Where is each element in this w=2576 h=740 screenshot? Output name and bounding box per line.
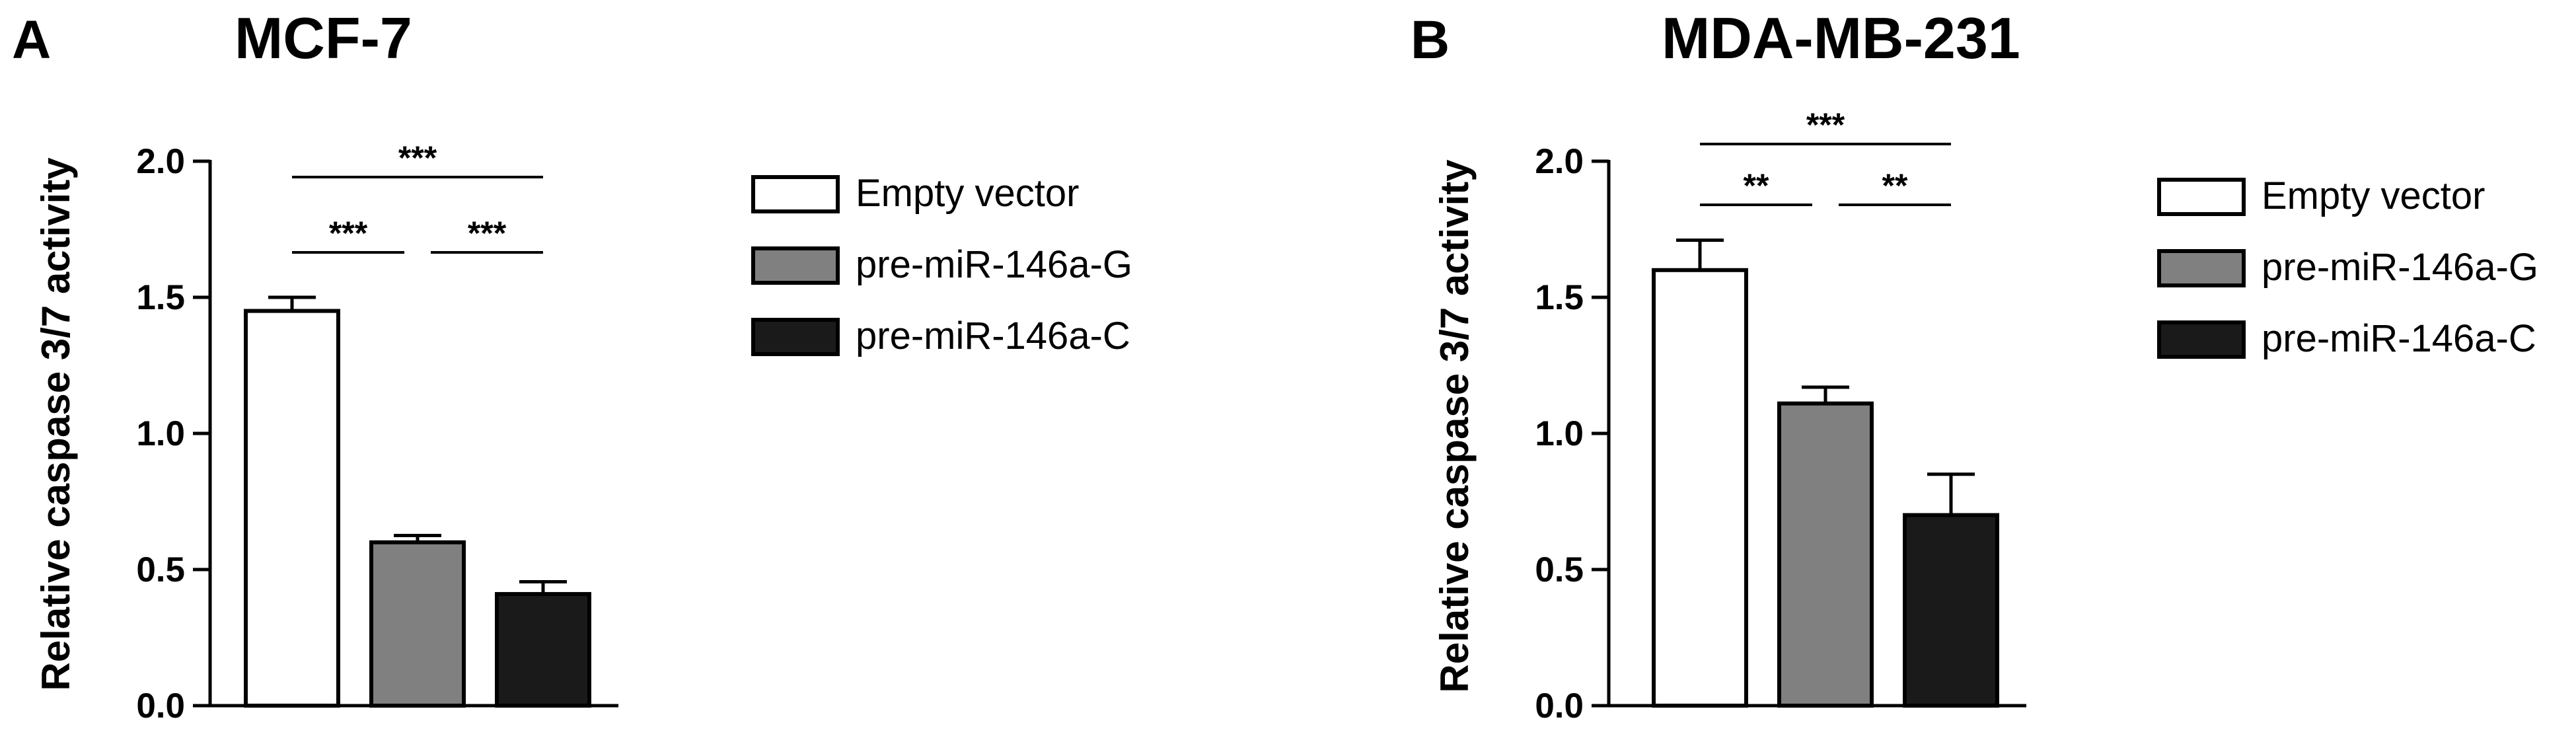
legend-swatch xyxy=(751,318,840,356)
bar xyxy=(495,592,591,708)
legend: Empty vector pre-miR-146a-G pre-miR-146a-C xyxy=(751,172,1132,357)
significance-brackets: *** *** *** xyxy=(292,139,543,254)
legend-label: pre-miR-146a-C xyxy=(2262,317,2536,360)
legend-label: pre-miR-146a-G xyxy=(2262,246,2538,289)
bar xyxy=(1652,268,1748,708)
significance-label: *** xyxy=(398,139,437,176)
significance-label: *** xyxy=(1806,106,1845,143)
chart-title: MCF-7 xyxy=(235,5,412,71)
bar xyxy=(1777,401,1874,708)
y-tick-label: 1.0 xyxy=(136,414,185,453)
y-tick-label: 0.0 xyxy=(136,686,185,725)
bar xyxy=(369,540,466,708)
chart-title: MDA-MB-231 xyxy=(1662,5,2020,71)
bars xyxy=(1652,238,1999,708)
bars xyxy=(244,295,591,708)
legend-swatch xyxy=(2157,178,2246,216)
significance-label: *** xyxy=(468,215,507,252)
y-tick-label: 1.0 xyxy=(1535,414,1584,453)
legend-swatch xyxy=(2157,249,2246,287)
y-axis-label: Relative caspase 3/7 activity xyxy=(34,157,78,691)
y-axis-label: Relative caspase 3/7 activity xyxy=(1432,159,1477,693)
y-tick-label: 1.5 xyxy=(1535,278,1584,317)
y-tick-label: 0.0 xyxy=(1535,686,1584,725)
y-tick-label: 2.0 xyxy=(136,142,185,181)
legend-label: Empty vector xyxy=(856,172,1079,215)
legend: Empty vector pre-miR-146a-G pre-miR-146a-C xyxy=(2157,174,2538,360)
significance-label: *** xyxy=(329,215,368,252)
legend-swatch xyxy=(2157,320,2246,359)
legend-label: Empty vector xyxy=(2262,174,2485,217)
legend-label: pre-miR-146a-C xyxy=(856,314,1130,357)
y-tick-label: 0.5 xyxy=(136,550,185,589)
panel-a: A MCF-7 Relative caspase 3/7 activity 0.… xyxy=(12,5,1132,725)
bar xyxy=(1903,513,1999,708)
panel-b: B MDA-MB-231 Relative caspase 3/7 activi… xyxy=(1411,5,2538,725)
legend-swatch xyxy=(751,175,840,213)
legend-label: pre-miR-146a-G xyxy=(856,243,1132,286)
bar xyxy=(244,309,340,708)
panel-letter: B xyxy=(1411,10,1450,70)
significance-label: ** xyxy=(1744,167,1769,204)
significance-label: ** xyxy=(1882,167,1908,204)
significance-brackets: ** ***** xyxy=(1700,106,1951,206)
legend-swatch xyxy=(751,246,840,285)
y-tick-label: 2.0 xyxy=(1535,142,1584,181)
y-tick-label: 1.5 xyxy=(136,278,185,317)
y-tick-label: 0.5 xyxy=(1535,550,1584,589)
panel-letter: A xyxy=(12,10,51,70)
